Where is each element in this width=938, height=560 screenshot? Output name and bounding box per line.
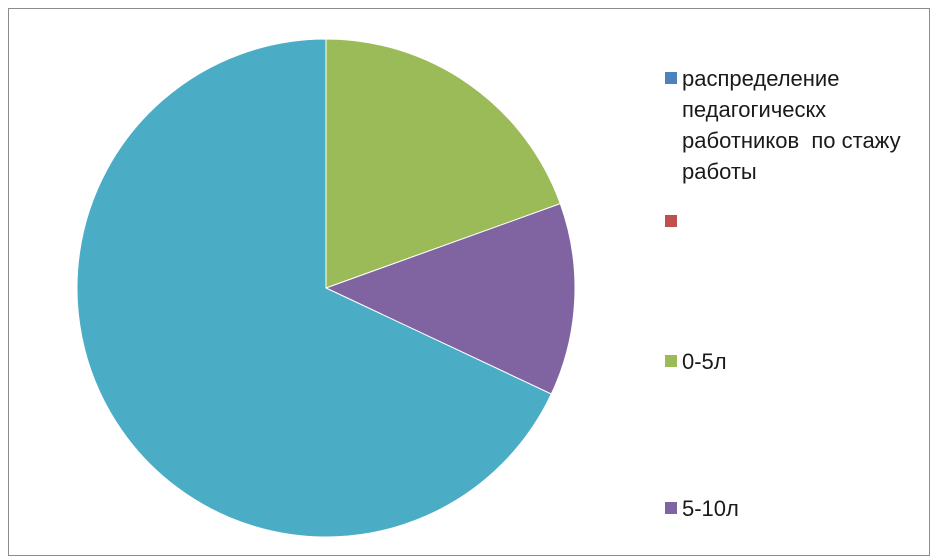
slice-0-5: [325, 38, 561, 289]
pie-chart: [76, 38, 576, 538]
legend-swatch-green: [665, 355, 677, 367]
legend-item-0-5: 0-5л: [665, 346, 932, 377]
legend-item-stazh: распределение педагогическх работников п…: [665, 63, 932, 187]
slice-5-10: [324, 203, 576, 395]
chart-frame: распределение педагогическх работников п…: [8, 8, 930, 556]
legend-label: 0-5л: [682, 349, 727, 374]
legend-swatch-red: [665, 215, 677, 227]
legend-item-unnamed: [665, 206, 932, 227]
legend-label: распределение педагогическх работников п…: [682, 66, 907, 184]
legend-label: 5-10л: [682, 496, 739, 521]
legend-item-5-10: 5-10л: [665, 493, 932, 524]
legend-swatch-purple: [665, 502, 677, 514]
chart-legend: распределение педагогическх работников п…: [665, 9, 935, 549]
slice-remaining: [76, 38, 552, 538]
legend-swatch-blue: [665, 72, 677, 84]
